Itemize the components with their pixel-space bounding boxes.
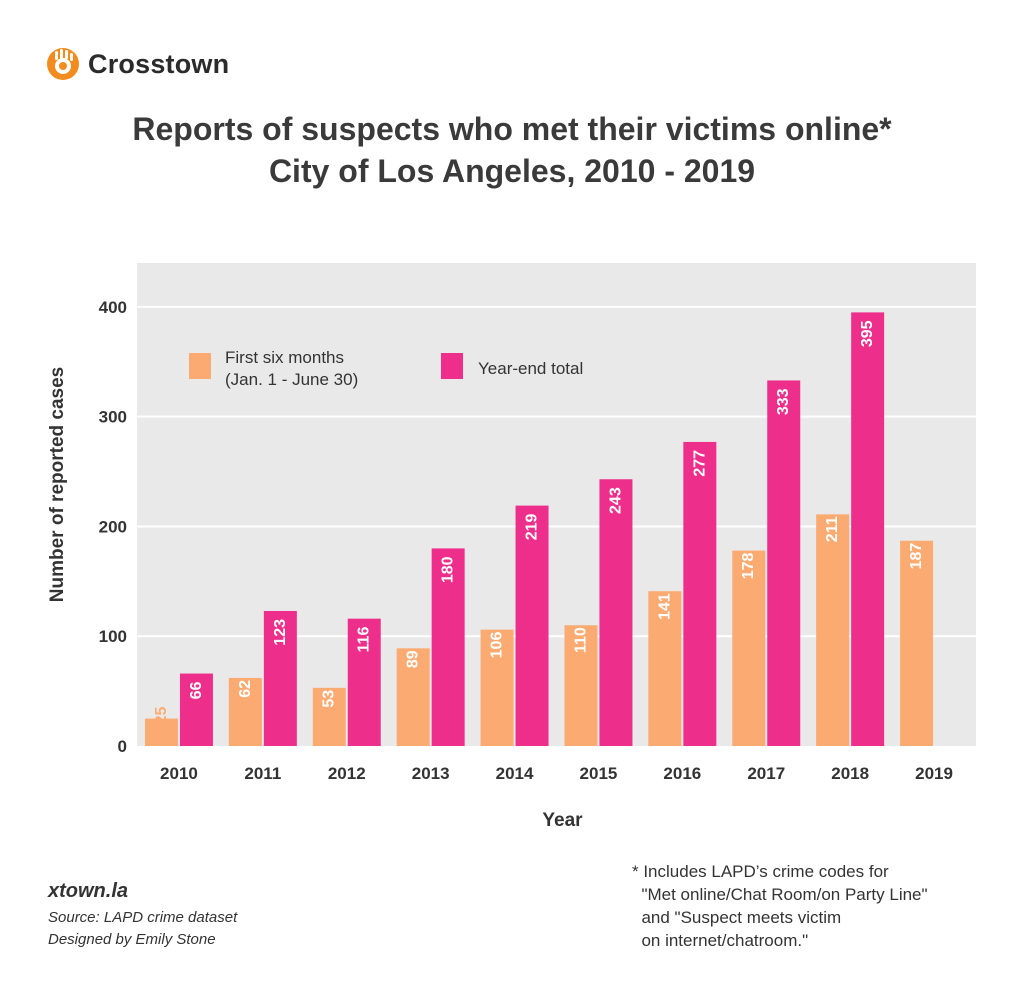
footer-designer: Designed by Emily Stone — [48, 931, 216, 948]
data-label: 395 — [859, 320, 876, 347]
legend-label: First six months — [225, 348, 344, 367]
data-label: 333 — [775, 388, 792, 415]
y-tick-label: 100 — [99, 627, 127, 646]
data-label: 66 — [188, 681, 205, 699]
footnote-line: on internet/chatroom." — [632, 931, 809, 950]
x-axis-title: Year — [542, 810, 583, 831]
data-label: 25 — [153, 706, 170, 724]
bar-first-six-months — [900, 540, 934, 746]
data-label: 187 — [908, 543, 925, 570]
x-tick-label: 2010 — [160, 764, 198, 783]
y-tick-label: 200 — [99, 517, 127, 536]
bar-year-end-total — [683, 441, 717, 746]
x-tick-label: 2011 — [244, 764, 281, 783]
data-label: 89 — [405, 650, 422, 668]
brand-logo: Crosstown — [46, 44, 229, 84]
footer-credits: xtown.la Source: LAPD crime dataset Desi… — [48, 880, 237, 951]
plot-area — [137, 263, 976, 746]
data-label: 178 — [740, 553, 757, 580]
chart-title-line2: City of Los Angeles, 2010 - 2019 — [268, 153, 756, 189]
data-label: 53 — [321, 690, 338, 708]
legend-label: Year-end total — [478, 359, 583, 378]
data-label: 277 — [691, 450, 708, 477]
bar-first-six-months — [312, 687, 346, 746]
data-label: 106 — [489, 632, 506, 659]
chart-title-line1: Reports of suspects who met their victim… — [132, 111, 892, 147]
bar-year-end-total — [515, 505, 549, 746]
brand-name: Crosstown — [88, 48, 230, 79]
bar-year-end-total — [263, 610, 297, 746]
footer-site: xtown.la — [48, 880, 129, 902]
bar-first-six-months — [564, 625, 598, 746]
bar-first-six-months — [228, 677, 262, 746]
crosstown-hand-icon — [47, 48, 79, 80]
bar-first-six-months — [648, 591, 682, 746]
data-label: 62 — [237, 680, 254, 698]
footnote: * Includes LAPD’s crime codes for "Met o… — [632, 860, 928, 952]
bar-first-six-months — [480, 629, 514, 746]
legend-swatch-first-six-months — [189, 353, 211, 379]
x-tick-label: 2014 — [496, 764, 534, 783]
y-tick-label: 400 — [99, 298, 127, 317]
x-tick-label: 2013 — [412, 764, 450, 783]
bar-year-end-total — [599, 479, 633, 746]
bar-first-six-months — [396, 648, 430, 746]
y-tick-label: 0 — [118, 737, 127, 756]
footnote-line: * Includes LAPD’s crime codes for — [632, 862, 889, 881]
data-label: 243 — [607, 487, 624, 514]
x-tick-label: 2019 — [915, 764, 953, 783]
bar-first-six-months — [732, 550, 766, 746]
footnote-line: "Met online/Chat Room/on Party Line" — [632, 885, 928, 904]
data-label: 110 — [572, 627, 589, 653]
footer-source: Source: LAPD crime dataset — [48, 909, 238, 926]
data-label: 219 — [524, 514, 541, 541]
bar-year-end-total — [767, 380, 801, 746]
x-tick-label: 2015 — [580, 764, 618, 783]
bar-year-end-total — [179, 673, 213, 746]
bar-year-end-total — [431, 548, 465, 746]
x-tick-label: 2012 — [328, 764, 366, 783]
bar-year-end-total — [851, 312, 885, 746]
bar-first-six-months — [144, 718, 178, 746]
data-label: 123 — [272, 619, 289, 646]
x-tick-label: 2016 — [663, 764, 701, 783]
data-label: 141 — [656, 593, 673, 620]
y-axis-title: Number of reported cases — [47, 367, 68, 602]
y-tick-label: 300 — [99, 408, 127, 427]
data-label: 116 — [356, 627, 373, 653]
x-tick-label: 2018 — [831, 764, 869, 783]
x-tick-label: 2017 — [747, 764, 785, 783]
footnote-line: and "Suspect meets victim — [632, 908, 842, 927]
legend-swatch-year-end-total — [441, 353, 463, 379]
chart-title: Reports of suspects who met their victim… — [0, 108, 1024, 192]
data-label: 180 — [440, 556, 457, 583]
legend-label: (Jan. 1 - June 30) — [225, 370, 358, 389]
data-label: 211 — [824, 516, 841, 542]
bar-first-six-months — [816, 514, 850, 746]
bar-year-end-total — [347, 618, 381, 746]
